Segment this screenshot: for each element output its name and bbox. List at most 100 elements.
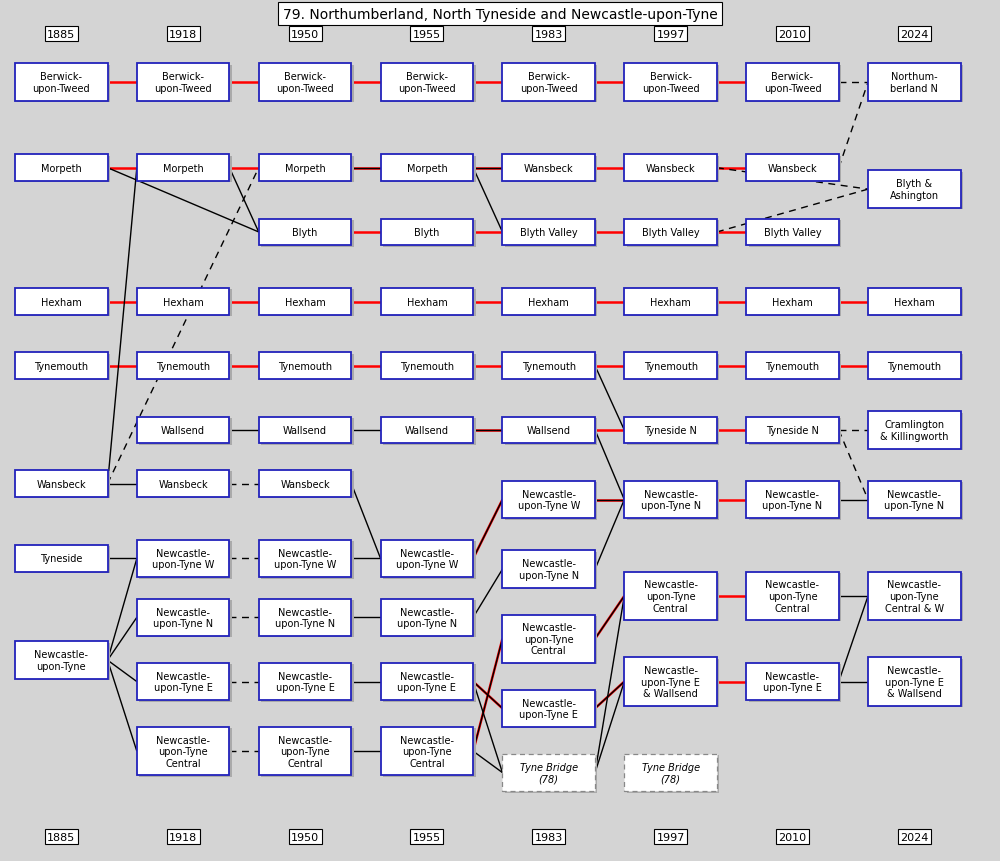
- FancyBboxPatch shape: [17, 547, 110, 573]
- FancyBboxPatch shape: [868, 412, 961, 449]
- FancyBboxPatch shape: [505, 616, 597, 665]
- FancyBboxPatch shape: [868, 171, 961, 208]
- FancyBboxPatch shape: [259, 155, 351, 182]
- FancyBboxPatch shape: [749, 483, 841, 520]
- FancyBboxPatch shape: [261, 65, 354, 103]
- FancyBboxPatch shape: [746, 417, 839, 444]
- Text: Newcastle-
upon-Tyne
Central: Newcastle- upon-Tyne Central: [156, 734, 210, 768]
- Text: Newcastle-
upon-Tyne E
& Wallsend: Newcastle- upon-Tyne E & Wallsend: [641, 666, 700, 698]
- FancyBboxPatch shape: [137, 663, 229, 701]
- FancyBboxPatch shape: [746, 220, 839, 246]
- FancyBboxPatch shape: [624, 353, 717, 380]
- Text: Hexham: Hexham: [407, 297, 447, 307]
- FancyBboxPatch shape: [502, 288, 595, 315]
- FancyBboxPatch shape: [505, 691, 597, 728]
- FancyBboxPatch shape: [502, 353, 595, 380]
- FancyBboxPatch shape: [624, 65, 717, 102]
- Text: Newcastle-
upon-Tyne
Central: Newcastle- upon-Tyne Central: [278, 734, 332, 768]
- FancyBboxPatch shape: [259, 288, 351, 315]
- Text: Newcastle-
upon-Tyne E: Newcastle- upon-Tyne E: [763, 671, 822, 692]
- FancyBboxPatch shape: [868, 573, 961, 620]
- Text: Newcastle-
upon-Tyne
Central: Newcastle- upon-Tyne Central: [644, 579, 698, 613]
- FancyBboxPatch shape: [381, 663, 473, 701]
- Text: Newcastle-
upon-Tyne W: Newcastle- upon-Tyne W: [274, 548, 336, 570]
- FancyBboxPatch shape: [17, 472, 110, 499]
- FancyBboxPatch shape: [139, 290, 232, 317]
- FancyBboxPatch shape: [746, 663, 839, 701]
- FancyBboxPatch shape: [383, 157, 476, 183]
- Text: Northum-
berland N: Northum- berland N: [890, 72, 938, 94]
- FancyBboxPatch shape: [259, 65, 351, 102]
- Text: Newcastle-
upon-Tyne
Central: Newcastle- upon-Tyne Central: [765, 579, 819, 613]
- Text: Hexham: Hexham: [650, 297, 691, 307]
- FancyBboxPatch shape: [627, 659, 719, 707]
- Text: 1955: 1955: [413, 832, 441, 842]
- FancyBboxPatch shape: [868, 481, 961, 518]
- FancyBboxPatch shape: [627, 418, 719, 445]
- FancyBboxPatch shape: [261, 418, 354, 445]
- FancyBboxPatch shape: [381, 599, 473, 636]
- FancyBboxPatch shape: [870, 413, 963, 450]
- FancyBboxPatch shape: [139, 665, 232, 702]
- Text: Tynemouth: Tynemouth: [644, 362, 698, 371]
- FancyBboxPatch shape: [137, 728, 229, 776]
- FancyBboxPatch shape: [746, 65, 839, 102]
- FancyBboxPatch shape: [15, 546, 108, 573]
- FancyBboxPatch shape: [381, 288, 473, 315]
- Text: Tyne Bridge
(78): Tyne Bridge (78): [520, 762, 578, 784]
- Text: Newcastle-
upon-Tyne
Central: Newcastle- upon-Tyne Central: [400, 734, 454, 768]
- Text: Hexham: Hexham: [894, 297, 935, 307]
- FancyBboxPatch shape: [870, 355, 963, 381]
- Text: Blyth: Blyth: [292, 227, 318, 238]
- Text: Newcastle-
upon-Tyne N: Newcastle- upon-Tyne N: [762, 489, 823, 511]
- Text: 1983: 1983: [535, 832, 563, 842]
- FancyBboxPatch shape: [383, 65, 476, 103]
- FancyBboxPatch shape: [139, 542, 232, 579]
- FancyBboxPatch shape: [259, 471, 351, 498]
- FancyBboxPatch shape: [137, 471, 229, 498]
- FancyBboxPatch shape: [261, 728, 354, 777]
- FancyBboxPatch shape: [15, 471, 108, 498]
- FancyBboxPatch shape: [383, 355, 476, 381]
- FancyBboxPatch shape: [139, 157, 232, 183]
- Text: Hexham: Hexham: [772, 297, 813, 307]
- FancyBboxPatch shape: [381, 728, 473, 776]
- FancyBboxPatch shape: [505, 65, 597, 103]
- FancyBboxPatch shape: [137, 288, 229, 315]
- FancyBboxPatch shape: [261, 600, 354, 638]
- Text: Tynemouth: Tynemouth: [278, 362, 332, 371]
- FancyBboxPatch shape: [502, 754, 595, 791]
- Text: Tyneside N: Tyneside N: [644, 425, 697, 436]
- Text: Wansbeck: Wansbeck: [36, 479, 86, 489]
- Text: 2010: 2010: [778, 30, 807, 40]
- Text: 1918: 1918: [169, 832, 197, 842]
- FancyBboxPatch shape: [870, 483, 963, 520]
- FancyBboxPatch shape: [627, 220, 719, 247]
- Text: Blyth &
Ashington: Blyth & Ashington: [890, 179, 939, 201]
- FancyBboxPatch shape: [139, 472, 232, 499]
- Text: Blyth Valley: Blyth Valley: [520, 227, 578, 238]
- FancyBboxPatch shape: [502, 481, 595, 518]
- FancyBboxPatch shape: [261, 665, 354, 702]
- Text: Newcastle-
upon-Tyne N: Newcastle- upon-Tyne N: [153, 607, 213, 629]
- Text: Tynemouth: Tynemouth: [765, 362, 820, 371]
- Text: Tyneside N: Tyneside N: [766, 425, 819, 436]
- FancyBboxPatch shape: [15, 288, 108, 315]
- Text: Newcastle-
upon-Tyne
Central: Newcastle- upon-Tyne Central: [522, 623, 576, 655]
- FancyBboxPatch shape: [746, 481, 839, 518]
- Text: Hexham: Hexham: [528, 297, 569, 307]
- FancyBboxPatch shape: [746, 155, 839, 182]
- FancyBboxPatch shape: [137, 65, 229, 102]
- Text: Berwick-
upon-Tweed: Berwick- upon-Tweed: [398, 72, 456, 94]
- Text: 1885: 1885: [47, 30, 75, 40]
- FancyBboxPatch shape: [505, 157, 597, 183]
- FancyBboxPatch shape: [139, 418, 232, 445]
- Text: Newcastle-
upon-Tyne W: Newcastle- upon-Tyne W: [396, 548, 458, 570]
- Text: 1955: 1955: [413, 30, 441, 40]
- FancyBboxPatch shape: [502, 417, 595, 444]
- Text: Tynemouth: Tynemouth: [400, 362, 454, 371]
- FancyBboxPatch shape: [381, 353, 473, 380]
- FancyBboxPatch shape: [259, 540, 351, 578]
- FancyBboxPatch shape: [139, 355, 232, 381]
- FancyBboxPatch shape: [870, 290, 963, 317]
